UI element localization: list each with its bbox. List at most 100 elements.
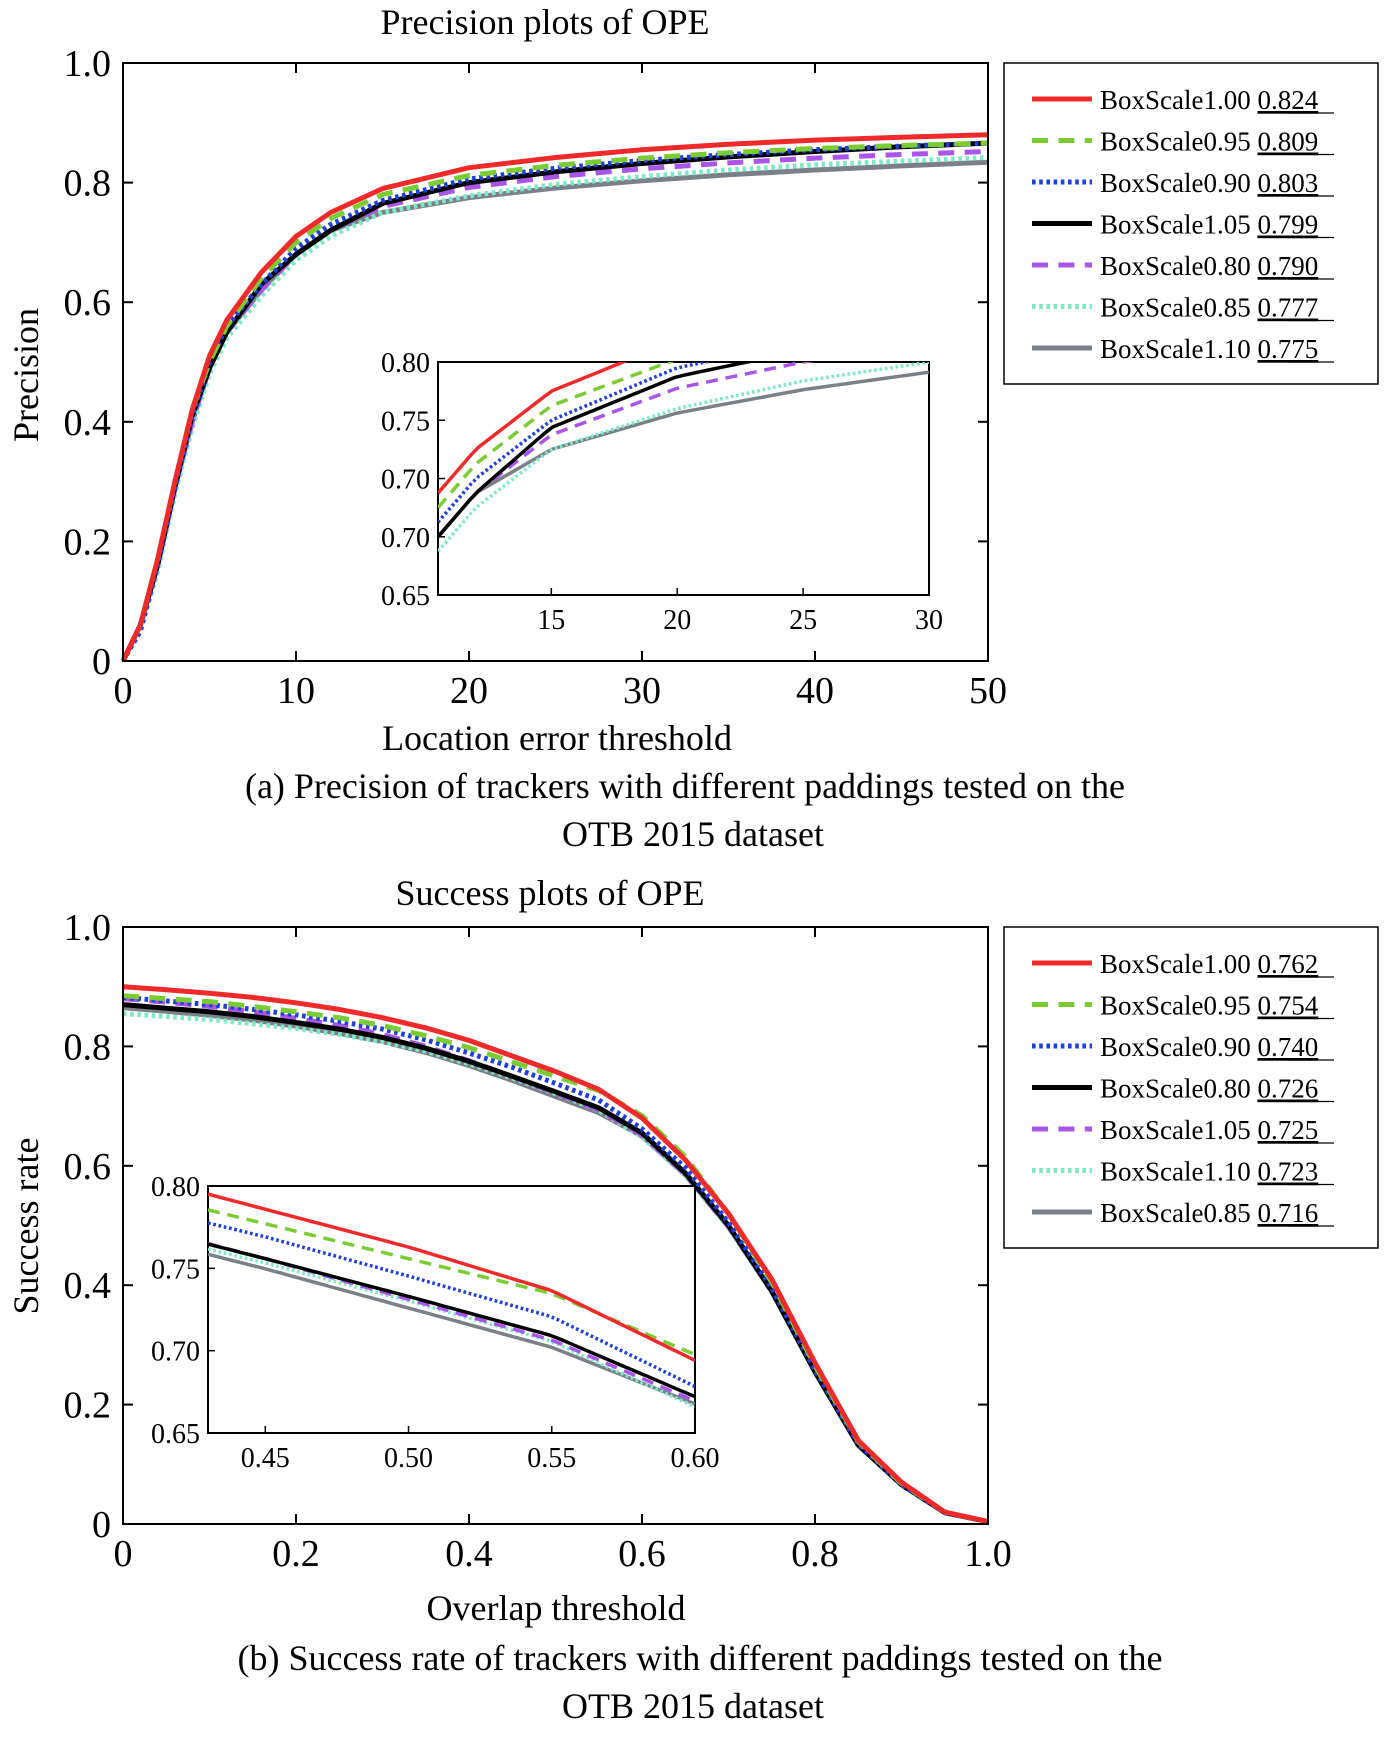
legend-score: 0.762 <box>1257 949 1318 979</box>
y-tick-label: 0.2 <box>64 1385 112 1427</box>
inset-series-line <box>208 1192 695 1362</box>
inset-series-line <box>208 1242 695 1399</box>
legend-label: BoxScale0.90 0.740 <box>1100 1032 1318 1062</box>
legend-label: BoxScale1.00 0.824 <box>1100 85 1319 115</box>
legend-score: 0.809 <box>1257 127 1318 157</box>
inset-series-line <box>208 1252 695 1406</box>
legend-score: 0.740 <box>1257 1032 1318 1062</box>
axis-ticks: 0 10 20 30 40 50 0 0.2 0.4 0.6 0.8 1.0 <box>64 43 1008 712</box>
series-line <box>122 984 989 1525</box>
x-tick-label: 30 <box>623 670 661 712</box>
figure-caption-line1: (b) Success rate of trackers with differ… <box>237 1638 1162 1678</box>
legend-label: BoxScale1.05 0.799 <box>1100 210 1318 240</box>
inset-y-tick-label: 0.80 <box>151 1172 200 1203</box>
chart-title: Precision plots of OPE <box>381 2 710 42</box>
inset-y-tick-label: 0.65 <box>151 1419 200 1450</box>
legend-score: 0.799 <box>1257 210 1318 240</box>
x-axis-label: Overlap threshold <box>427 1588 686 1628</box>
legend-label: BoxScale1.05 0.725 <box>1100 1115 1318 1145</box>
x-tick-label: 10 <box>277 670 315 712</box>
inset-x-tick-label: 15 <box>537 605 565 636</box>
x-tick-label: 40 <box>796 670 834 712</box>
legend-label: BoxScale0.95 0.754 <box>1100 991 1319 1021</box>
legend-label: BoxScale1.10 0.723 <box>1100 1157 1318 1187</box>
success-chart: Success plots of OPE Success rate Overla… <box>6 873 1379 1726</box>
inset-x-tick-label: 20 <box>663 605 691 636</box>
legend-score: 0.803 <box>1257 168 1318 198</box>
inset-y-tick-label: 0.75 <box>151 1254 200 1285</box>
inset-y-tick-label: 0.70 <box>151 1337 200 1368</box>
inset-series-line <box>438 362 628 495</box>
legend-label: BoxScale0.90 0.803 <box>1100 168 1318 198</box>
x-tick-label: 0 <box>114 670 133 712</box>
inset-series-line <box>438 370 929 538</box>
figure-caption-line2: OTB 2015 dataset <box>562 814 824 854</box>
series-lines <box>122 984 989 1525</box>
inset-x-tick-label: 0.60 <box>671 1443 720 1474</box>
legend-score: 0.790 <box>1257 251 1318 281</box>
axis-ticks: 0 0.2 0.4 0.6 0.8 1.0 0 0.2 0.4 0.6 0.8 1.0 <box>64 907 1012 1575</box>
inset-x-tick-label: 25 <box>789 605 817 636</box>
inset-lines <box>438 362 929 553</box>
figure-caption-line2: OTB 2015 dataset <box>562 1686 824 1726</box>
y-tick-label: 0 <box>92 1504 111 1546</box>
y-tick-label: 0.4 <box>64 1265 112 1307</box>
inset-lines <box>208 1192 695 1409</box>
inset-x-tick-label: 0.55 <box>527 1443 576 1474</box>
series-line <box>122 994 989 1525</box>
series-line <box>122 996 989 1525</box>
series-lines <box>120 132 989 663</box>
inset-y-tick-label: 0.65 <box>381 581 430 612</box>
inset-series-line <box>208 1247 695 1409</box>
figure-caption-line1: (a) Precision of trackers with different… <box>245 766 1125 806</box>
inset-y-tick-label: 0.75 <box>381 406 430 437</box>
legend-score: 0.777 <box>1257 293 1318 323</box>
y-tick-label: 0 <box>92 641 111 683</box>
legend-label: BoxScale0.85 0.716 <box>1100 1198 1318 1228</box>
inset-zoom: 15 20 25 30 0.65 0.70 0.70 0.75 0.80 <box>381 348 943 636</box>
legend-score: 0.726 <box>1257 1074 1318 1104</box>
inset-frame <box>437 361 930 596</box>
legend: BoxScale1.00 0.824 BoxScale0.95 0.809 BoxS… <box>1003 62 1379 385</box>
inset-series-line <box>438 362 929 553</box>
x-axis-label: Location error threshold <box>382 718 732 758</box>
x-tick-label: 0.8 <box>791 1533 839 1575</box>
inset-zoom: 0.45 0.50 0.55 0.60 0.65 0.70 0.75 0.80 <box>151 1172 720 1474</box>
legend-score: 0.716 <box>1257 1198 1318 1228</box>
x-tick-label: 0.6 <box>618 1533 666 1575</box>
legend: BoxScale1.00 0.762 BoxScale0.95 0.754 BoxS… <box>1003 926 1379 1249</box>
x-tick-label: 0 <box>114 1533 133 1575</box>
x-tick-label: 0.4 <box>445 1533 493 1575</box>
inset-x-tick-label: 0.50 <box>384 1443 433 1474</box>
y-tick-label: 0.8 <box>64 1026 112 1068</box>
legend-score: 0.824 <box>1257 85 1318 115</box>
x-tick-label: 20 <box>450 670 488 712</box>
y-tick-label: 0.2 <box>64 521 112 563</box>
series-line <box>120 132 989 663</box>
y-tick-label: 0.6 <box>64 282 112 324</box>
y-tick-label: 0.4 <box>64 402 112 444</box>
y-axis-label: Precision <box>6 308 46 442</box>
chart-title: Success plots of OPE <box>396 873 705 913</box>
legend-score: 0.775 <box>1257 334 1318 364</box>
legend-score: 0.725 <box>1257 1115 1318 1145</box>
plot-frame <box>122 926 989 1525</box>
precision-chart: Precision plots of OPE Precision Locatio… <box>6 2 1379 854</box>
x-tick-label: 1.0 <box>964 1533 1012 1575</box>
x-tick-label: 50 <box>969 670 1007 712</box>
x-tick-label: 0.2 <box>272 1533 320 1575</box>
inset-x-tick-label: 30 <box>915 605 943 636</box>
inset-series-line <box>438 362 756 538</box>
legend-label: BoxScale1.10 0.775 <box>1100 334 1318 364</box>
inset-y-tick-label: 0.70 <box>381 465 430 496</box>
y-tick-label: 1.0 <box>64 43 112 85</box>
legend-label: BoxScale0.80 0.726 <box>1100 1074 1318 1104</box>
inset-y-tick-label: 0.80 <box>381 348 430 379</box>
y-axis-label: Success rate <box>6 1138 46 1315</box>
series-line <box>120 155 989 663</box>
legend-score: 0.754 <box>1257 991 1318 1021</box>
inset-x-tick-label: 0.45 <box>241 1443 290 1474</box>
y-tick-label: 1.0 <box>64 907 112 949</box>
y-tick-label: 0.8 <box>64 163 112 205</box>
